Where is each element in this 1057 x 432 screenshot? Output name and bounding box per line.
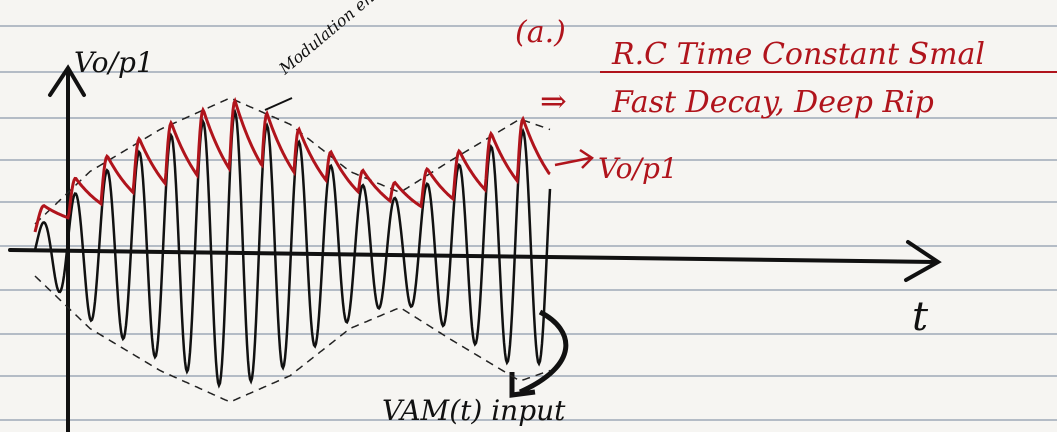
note-line-1: R.C Time Constant Smal: [611, 37, 985, 72]
diagram: Vo/p1 Modulation envelope (a.) R.C Time …: [0, 0, 1057, 432]
output-arrow: [555, 150, 592, 168]
output-label: Vo/p1: [598, 152, 678, 185]
note-line-2: Fast Decay, Deep Rip: [611, 85, 934, 120]
y-axis-label: Vo/p1: [74, 46, 154, 79]
note-arrow: [265, 98, 292, 110]
envelope-note: Modulation envelope: [275, 0, 419, 79]
time-label: t: [912, 294, 929, 340]
part-label: (a.): [515, 15, 566, 50]
am-waveform: [35, 112, 550, 385]
input-label: VAM(t) input: [382, 394, 566, 427]
notebook-page: Vo/p1 Modulation envelope (a.) R.C Time …: [0, 0, 1057, 432]
implies-arrow: ⇒: [540, 82, 567, 120]
axes: [10, 68, 938, 432]
